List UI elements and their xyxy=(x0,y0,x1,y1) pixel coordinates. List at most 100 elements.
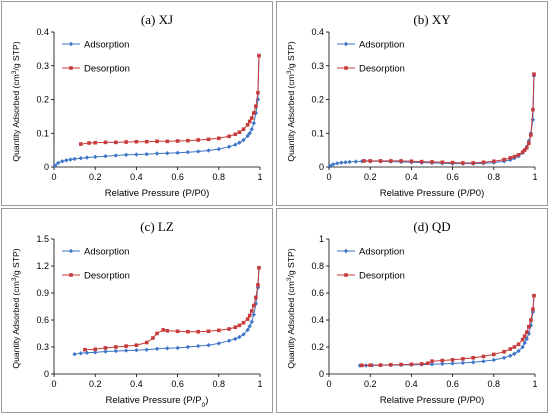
desorption-point xyxy=(247,313,252,318)
x-axis-label: Relative Pressure (P/P0) xyxy=(105,188,210,199)
adsorption-point xyxy=(123,348,129,353)
adsorption-point xyxy=(491,357,496,363)
x-tick-label: 0.2 xyxy=(89,172,102,182)
desorption-point xyxy=(241,320,246,325)
desorption-point xyxy=(254,295,258,300)
adsorption-point xyxy=(245,133,250,139)
legend-marker xyxy=(68,248,74,254)
legend-label: Adsorption xyxy=(359,247,404,258)
y-tick-label: 0.9 xyxy=(36,288,49,298)
adsorption-point xyxy=(144,347,149,352)
series-desorption xyxy=(360,293,536,368)
desorption-point xyxy=(409,362,414,367)
x-tick-label: 0.6 xyxy=(446,379,459,389)
adsorption-point xyxy=(339,160,344,165)
legend-label: Adsorption xyxy=(84,40,129,51)
adsorption-point xyxy=(481,359,486,364)
desorption-point xyxy=(134,343,139,347)
series-desorption xyxy=(78,53,261,146)
adsorption-point xyxy=(144,151,149,157)
adsorption-point xyxy=(440,361,445,367)
desorption-point xyxy=(241,127,246,131)
adsorption-point xyxy=(93,350,98,355)
desorption-point xyxy=(124,140,128,144)
x-tick-label: 0.6 xyxy=(446,172,459,182)
desorption-point xyxy=(245,317,250,321)
x-tick-label: 1 xyxy=(257,379,262,389)
desorption-point xyxy=(508,156,513,160)
legend-item-desorption: Desorption xyxy=(337,271,405,282)
x-tick-label: 0.4 xyxy=(405,172,418,182)
y-tick-label: 0.1 xyxy=(311,128,324,138)
legend-item-adsorption: Adsorption xyxy=(337,247,404,258)
legend-marker xyxy=(343,248,349,254)
x-tick-label: 0 xyxy=(51,379,56,389)
desorption-point xyxy=(389,363,393,367)
legend-item-desorption: Desorption xyxy=(337,64,405,75)
desorption-point xyxy=(247,119,252,124)
adsorption-line xyxy=(329,75,535,167)
legend-marker xyxy=(69,273,73,277)
desorption-point xyxy=(83,347,87,352)
desorption-point xyxy=(430,359,434,363)
desorption-point xyxy=(217,328,221,333)
y-axis-label: Quantity Adsorbed (cm3/g STP) xyxy=(11,248,22,368)
series-adsorption xyxy=(52,53,262,168)
axis-lines xyxy=(53,239,260,375)
desorption-point xyxy=(502,349,506,354)
desorption-point xyxy=(196,138,200,142)
adsorption-point xyxy=(347,159,352,165)
adsorption-point xyxy=(123,152,129,158)
desorption-point xyxy=(419,362,424,366)
legend-label: Desorption xyxy=(84,271,130,282)
legend-item-desorption: Desorption xyxy=(62,64,130,75)
desorption-point xyxy=(461,161,465,165)
desorption-point xyxy=(155,331,159,336)
adsorption-point xyxy=(72,352,77,357)
x-tick-label: 1 xyxy=(532,379,537,389)
desorption-point xyxy=(461,357,465,361)
x-tick-label: 0 xyxy=(51,172,56,182)
desorption-point xyxy=(471,356,475,360)
x-tick-label: 0.2 xyxy=(364,379,377,389)
legend-label: Desorption xyxy=(359,64,405,75)
adsorption-point xyxy=(528,323,534,328)
adsorption-point xyxy=(357,363,363,368)
adsorption-point xyxy=(251,312,257,317)
adsorption-point xyxy=(226,144,232,149)
adsorption-point xyxy=(530,117,536,122)
adsorption-point xyxy=(520,344,525,350)
adsorption-point xyxy=(330,162,336,167)
panel-xj: (a) XJ 0 0.1 0.2 0.3 0.4 0 0.2 0.4 0.6 0.8 1 Relativ… xyxy=(1,1,273,206)
adsorption-point xyxy=(450,361,455,366)
desorption-point xyxy=(93,347,97,352)
adsorption-point xyxy=(251,120,257,126)
axis-lines xyxy=(328,239,535,375)
adsorption-point xyxy=(526,331,532,336)
desorption-point xyxy=(426,361,430,365)
adsorption-point xyxy=(206,343,211,348)
legend-label: Desorption xyxy=(359,271,405,282)
desorption-point xyxy=(206,329,211,334)
adsorption-point xyxy=(233,336,238,342)
adsorption-point xyxy=(78,351,83,356)
adsorption-line xyxy=(359,295,535,367)
legend-item-adsorption: Adsorption xyxy=(62,40,129,51)
desorption-point xyxy=(254,104,258,109)
adsorption-point xyxy=(206,148,211,153)
y-tick-label: 0.6 xyxy=(36,315,49,325)
adsorption-point xyxy=(103,154,108,159)
desorption-point xyxy=(360,363,364,368)
series-adsorption xyxy=(327,73,537,169)
series-adsorption xyxy=(357,293,537,368)
adsorption-point xyxy=(501,355,507,360)
chart-title: (c) LZ xyxy=(140,219,174,234)
desorption-point xyxy=(227,134,231,139)
adsorption-point xyxy=(241,137,246,143)
desorption-point xyxy=(144,139,149,144)
desorption-point xyxy=(389,159,393,163)
y-tick-label: 0.2 xyxy=(311,95,324,105)
desorption-point xyxy=(471,161,475,165)
desorption-point xyxy=(155,139,159,144)
adsorption-point xyxy=(64,158,69,163)
